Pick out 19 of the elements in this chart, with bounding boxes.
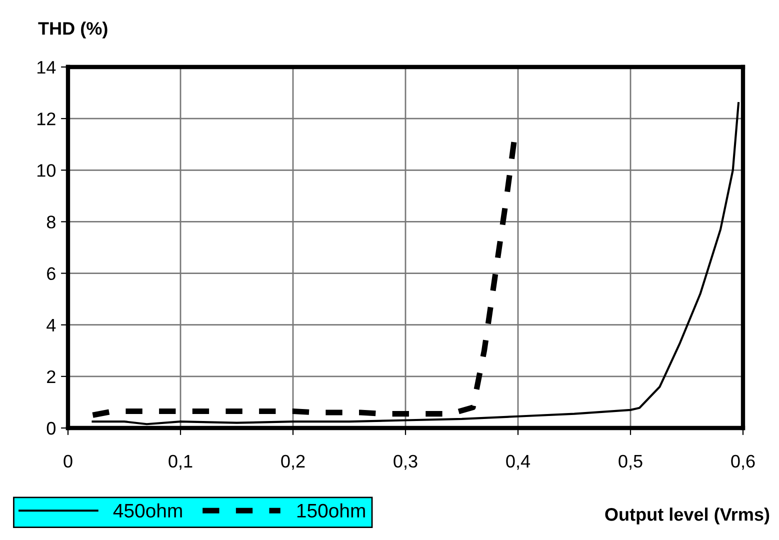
y-tick-label: 4 [46,318,56,332]
x-tick-label: 0,1 [168,454,192,470]
x-tick-label: 0,4 [506,454,530,470]
y-tick-label: 8 [46,216,56,228]
x-tick-label: 0,6 [731,454,755,470]
y-axis-title: THD (%) [38,22,108,38]
y-tick-label: 0 [46,422,56,435]
y-tick-label: 14 [37,61,56,74]
y-tick-label: 12 [37,112,56,126]
x-tick-label: 0,5 [618,454,642,470]
x-tick-label: 0 [64,454,72,468]
y-tick-label: 2 [47,370,56,383]
legend-label: 450ohm [113,503,182,518]
y-tick-label: 10 [37,164,56,177]
x-tick-label: 0,3 [394,454,418,470]
x-tick-label: 0,2 [281,454,305,470]
x-axis-title: Output level (Vrms) [605,508,770,524]
y-tick-label: 6 [47,267,56,280]
legend-label: 150ohm [297,503,365,518]
